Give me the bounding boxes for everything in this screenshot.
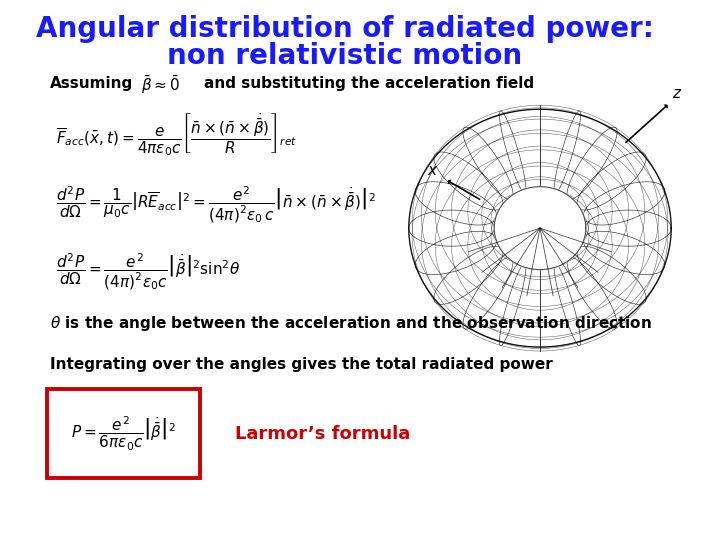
Text: $\dfrac{d^2P}{d\Omega} = \dfrac{1}{\mu_0 c}\left|R\overline{E}_{acc}\right|^2 = : $\dfrac{d^2P}{d\Omega} = \dfrac{1}{\mu_0… [56,184,376,225]
Text: $\theta$ is the angle between the acceleration and the observation direction: $\theta$ is the angle between the accele… [50,314,652,333]
Text: $\bar{\beta}\approx\bar{0}$: $\bar{\beta}\approx\bar{0}$ [141,74,180,96]
Text: non relativistic motion: non relativistic motion [167,42,522,70]
Text: Integrating over the angles gives the total radiated power: Integrating over the angles gives the to… [50,357,553,372]
Text: $x$: $x$ [428,163,439,178]
Text: Angular distribution of radiated power:: Angular distribution of radiated power: [35,15,654,43]
Text: Larmor’s formula: Larmor’s formula [235,424,410,443]
Text: and substituting the acceleration field: and substituting the acceleration field [204,76,534,91]
Polygon shape [494,187,586,269]
Text: Assuming: Assuming [50,76,133,91]
Text: $z$: $z$ [672,86,683,102]
FancyBboxPatch shape [47,389,200,478]
Text: $\dfrac{d^2P}{d\Omega} = \dfrac{e^2}{(4\pi)^2\varepsilon_0 c}\left|\dot{\bar{\be: $\dfrac{d^2P}{d\Omega} = \dfrac{e^2}{(4\… [56,251,240,292]
Text: $P = \dfrac{e^2}{6\pi\varepsilon_0 c}\left|\dot{\bar{\beta}}\right|^2$: $P = \dfrac{e^2}{6\pi\varepsilon_0 c}\le… [71,415,176,453]
Text: $\overline{F}_{acc}(\bar{x},t) = \dfrac{e}{4\pi\varepsilon_0 c}\left[\dfrac{\bar: $\overline{F}_{acc}(\bar{x},t) = \dfrac{… [56,112,297,158]
